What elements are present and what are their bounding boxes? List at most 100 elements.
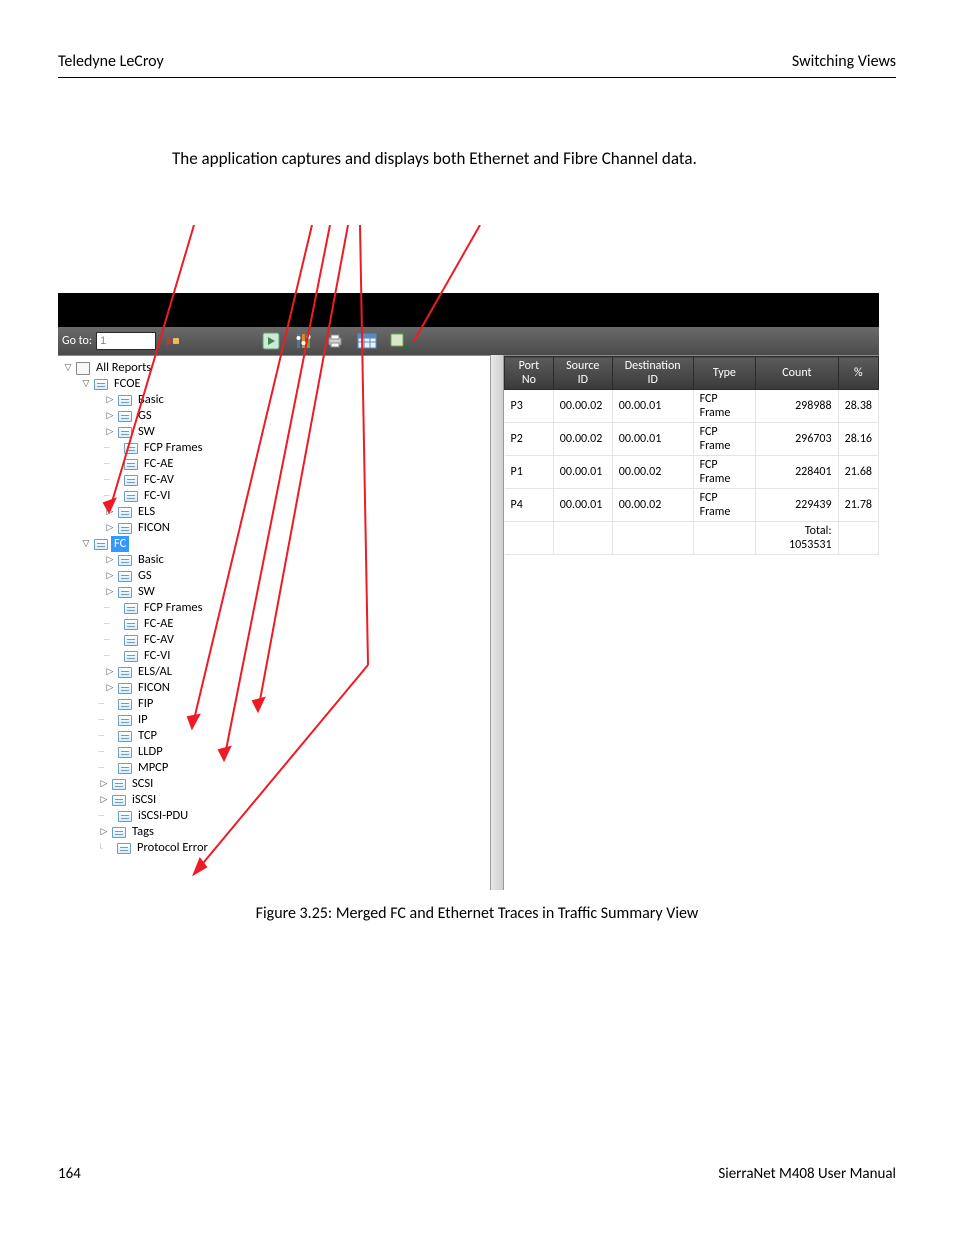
table-cell: FCP Frame	[693, 390, 756, 423]
tree-label: FCP Frames	[141, 440, 206, 456]
expand-icon[interactable]: ▷	[104, 394, 116, 406]
tree-item[interactable]: ┈FC-VI	[62, 648, 490, 664]
tree-item[interactable]: ▷ iSCSI	[62, 792, 490, 808]
table-total-row: Total: 1053531	[505, 522, 879, 555]
expand-icon[interactable]: ▷	[98, 778, 110, 790]
expand-icon[interactable]: ▽	[80, 538, 92, 550]
tree-item[interactable]: ▽ All Reports	[62, 360, 490, 376]
print-icon[interactable]	[324, 330, 346, 352]
table-row[interactable]: P200.00.0200.00.01FCP Frame29670328.16	[505, 423, 879, 456]
tree-item[interactable]: ┈TCP	[62, 728, 490, 744]
table-row[interactable]: P100.00.0100.00.02FCP Frame22840121.68	[505, 456, 879, 489]
node-icon	[118, 730, 132, 742]
expand-icon[interactable]: ▽	[62, 362, 74, 374]
header-right: Switching Views	[792, 52, 896, 71]
expand-icon[interactable]: ▷	[104, 410, 116, 422]
tree-item[interactable]: ┈FCP Frames	[62, 440, 490, 456]
tree-item[interactable]: ▷SW	[62, 584, 490, 600]
table-cell: 00.00.02	[553, 423, 612, 456]
table-cell: P3	[505, 390, 554, 423]
tree-label: Basic	[135, 392, 167, 408]
column-header[interactable]: Destination ID	[612, 357, 693, 390]
tree-item[interactable]: ┈FC-VI	[62, 488, 490, 504]
column-header[interactable]: Port No	[505, 357, 554, 390]
tree-item[interactable]: ┈IP	[62, 712, 490, 728]
tree-item[interactable]: ┈FC-AE	[62, 616, 490, 632]
tree-label: SCSI	[129, 776, 156, 792]
node-icon	[118, 554, 132, 566]
tree-item[interactable]: ▷ SCSI	[62, 776, 490, 792]
table-row[interactable]: P300.00.0200.00.01FCP Frame29898828.38	[505, 390, 879, 423]
tree-item[interactable]: ▷ Basic	[62, 392, 490, 408]
node-icon	[118, 506, 132, 518]
column-header[interactable]: Count	[756, 357, 838, 390]
tree-item[interactable]: ▷GS	[62, 408, 490, 424]
tree-item[interactable]: ┈FCP Frames	[62, 600, 490, 616]
node-icon	[124, 602, 138, 614]
tree-label: All Reports	[93, 360, 154, 376]
expand-icon[interactable]: ▷	[104, 570, 116, 582]
expand-icon[interactable]: ▷	[104, 522, 116, 534]
goto-input[interactable]	[96, 332, 156, 350]
expand-icon[interactable]: ▷	[104, 554, 116, 566]
column-header[interactable]: %	[838, 357, 878, 390]
export-icon[interactable]	[388, 330, 410, 352]
node-icon	[118, 762, 132, 774]
tree-item[interactable]: ▽FC	[62, 536, 490, 552]
tree-item[interactable]: ▷ ELS/AL	[62, 664, 490, 680]
grid-icon[interactable]	[356, 330, 378, 352]
navigate-icon[interactable]	[162, 330, 184, 352]
expand-icon[interactable]: ▷	[104, 666, 116, 678]
expand-icon[interactable]: ▷	[104, 506, 116, 518]
tree-item[interactable]: ▷SW	[62, 424, 490, 440]
tree-item[interactable]: ▷ Tags	[62, 824, 490, 840]
expand-icon[interactable]: ▷	[104, 682, 116, 694]
node-icon	[124, 474, 138, 486]
expand-icon[interactable]: ▽	[80, 378, 92, 390]
node-icon	[118, 714, 132, 726]
tree-item[interactable]: ┈LLDP	[62, 744, 490, 760]
tree-label: FCOE	[111, 376, 144, 392]
tree-item[interactable]: ┈FIP	[62, 696, 490, 712]
tree-item[interactable]: ┈MPCP	[62, 760, 490, 776]
tree-label: Tags	[129, 824, 157, 840]
tree-label: ELS/AL	[135, 664, 175, 680]
node-icon	[124, 442, 138, 454]
play-icon[interactable]	[260, 330, 282, 352]
tree-item[interactable]: ┈iSCSI-PDU	[62, 808, 490, 824]
table-cell: 229439	[756, 489, 838, 522]
tree-item[interactable]: ▷FICON	[62, 680, 490, 696]
node-icon	[118, 586, 132, 598]
tree-item[interactable]: ▷FICON	[62, 520, 490, 536]
table-cell: 00.00.01	[553, 456, 612, 489]
tree-label: ELS	[135, 504, 158, 520]
column-header[interactable]: Type	[693, 357, 756, 390]
tree-label: MPCP	[135, 760, 171, 776]
expand-icon[interactable]: ▷	[104, 426, 116, 438]
tree-label: TCP	[135, 728, 160, 744]
column-header[interactable]: Source ID	[553, 357, 612, 390]
tree-item[interactable]: ▷GS	[62, 568, 490, 584]
manual-title: SierraNet M408 User Manual	[718, 1165, 896, 1183]
expand-icon[interactable]: ▷	[104, 586, 116, 598]
tree-item[interactable]: ┈FC-AV	[62, 472, 490, 488]
tree-label: Protocol Error	[134, 840, 211, 856]
tree-label: FIP	[135, 696, 156, 712]
tree-item[interactable]: ▽ FCOE	[62, 376, 490, 392]
pane-splitter[interactable]	[490, 355, 504, 890]
window-titlebar-spacer	[58, 293, 879, 327]
tune-icon[interactable]	[292, 330, 314, 352]
tree-label: Basic	[135, 552, 167, 568]
tree-label: iSCSI-PDU	[135, 808, 191, 824]
tree-item[interactable]: ▷ ELS	[62, 504, 490, 520]
tree-item[interactable]: ┈FC-AV	[62, 632, 490, 648]
tree-label: FC-AE	[141, 456, 176, 472]
tree-item[interactable]: └Protocol Error	[62, 840, 490, 856]
screenshot: Go to:	[58, 225, 879, 890]
expand-icon[interactable]: ▷	[98, 794, 110, 806]
expand-icon[interactable]: ▷	[98, 826, 110, 838]
tree-item[interactable]: ┈FC-AE	[62, 456, 490, 472]
tree-item[interactable]: ▷ Basic	[62, 552, 490, 568]
tree-label: iSCSI	[129, 792, 159, 808]
table-row[interactable]: P400.00.0100.00.02FCP Frame22943921.78	[505, 489, 879, 522]
